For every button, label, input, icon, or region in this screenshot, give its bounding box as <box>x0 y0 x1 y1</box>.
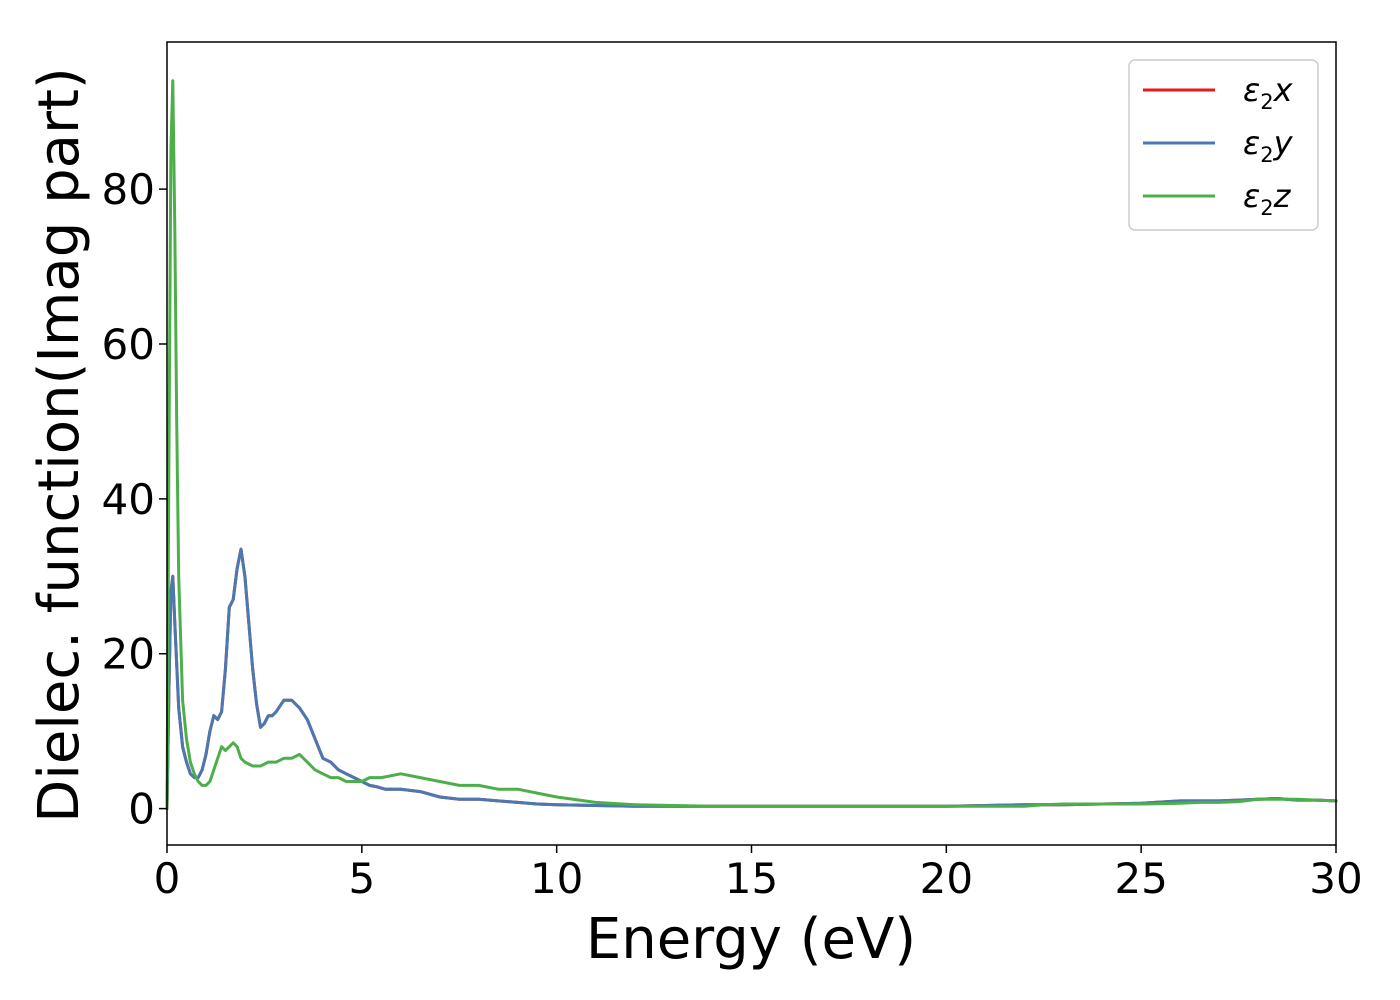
series-line-y <box>165 547 1338 811</box>
y-tick-label: 80 <box>102 165 155 214</box>
y-tick-label: 40 <box>102 475 155 524</box>
x-tick-label: 0 <box>154 854 181 903</box>
y-tick-label: 20 <box>102 630 155 679</box>
y-tick-label: 60 <box>102 320 155 369</box>
y-tick-label: 0 <box>128 785 155 834</box>
y-axis-title: Dielec. function(Imag part) <box>27 67 92 823</box>
series-lines <box>165 79 1338 811</box>
legend-label-z: ε2z <box>1243 177 1292 220</box>
x-tick-label: 15 <box>725 854 778 903</box>
legend-symbol: ε <box>1243 124 1260 162</box>
x-tick-label: 30 <box>1309 854 1362 903</box>
legend-variable: z <box>1273 177 1292 215</box>
x-tick-label: 25 <box>1114 854 1167 903</box>
legend-box <box>1128 59 1319 231</box>
legend-label-x: ε2x <box>1243 71 1294 114</box>
x-tick-label: 10 <box>530 854 583 903</box>
x-tick-label: 20 <box>920 854 973 903</box>
x-tick-label: 5 <box>348 854 375 903</box>
legend-symbol: ε <box>1243 71 1260 109</box>
legend-subscript: 2 <box>1260 196 1273 220</box>
x-axis-title: Energy (eV) <box>586 907 916 972</box>
legend-variable: y <box>1273 124 1294 162</box>
series-line-z <box>165 79 1338 811</box>
y-axis-ticks: 0 20 40 60 80 <box>102 165 167 834</box>
legend-subscript: 2 <box>1260 90 1273 114</box>
legend-variable: x <box>1273 71 1294 109</box>
legend-subscript: 2 <box>1260 143 1273 167</box>
x-axis-ticks: 0 5 10 15 20 25 30 <box>154 845 1363 903</box>
legend-label-y: ε2y <box>1243 124 1294 167</box>
legend-symbol: ε <box>1243 177 1260 215</box>
